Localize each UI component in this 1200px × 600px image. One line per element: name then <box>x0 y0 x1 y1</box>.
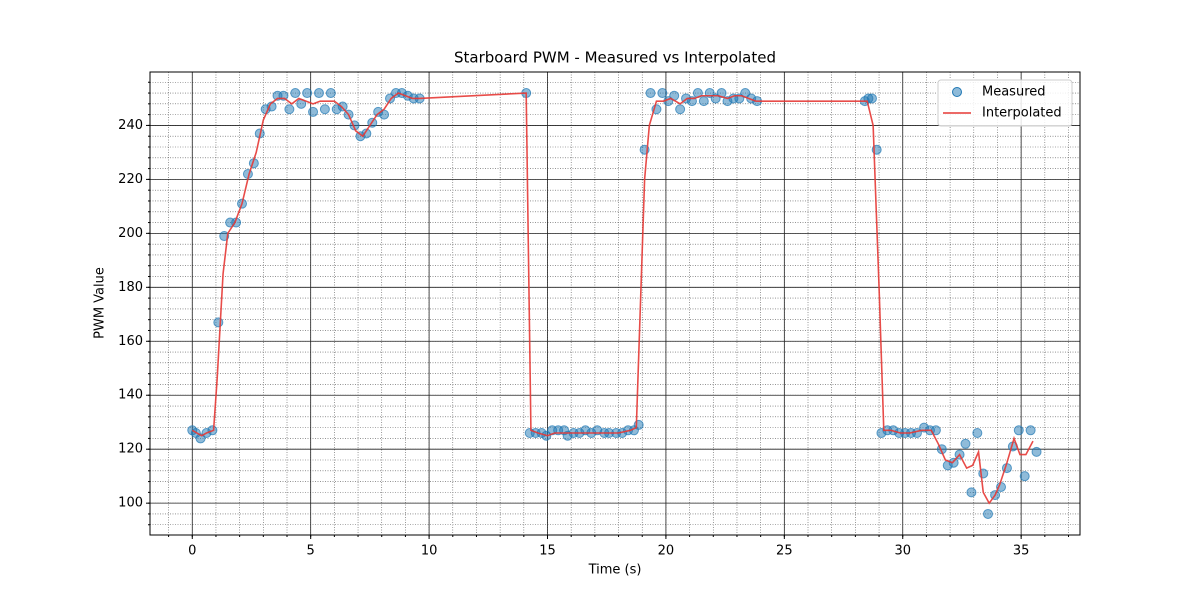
legend-marker <box>952 87 962 97</box>
x-tick-label: 25 <box>776 544 793 559</box>
x-axis-label: Time (s) <box>588 563 642 578</box>
data-point <box>319 104 330 115</box>
data-point <box>284 104 295 115</box>
data-point <box>325 88 336 99</box>
y-tick-label: 220 <box>118 172 143 187</box>
legend-label: Interpolated <box>982 106 1062 121</box>
y-tick-label: 160 <box>118 334 143 349</box>
plot-frame <box>149 71 1081 536</box>
y-tick-label: 120 <box>118 442 143 457</box>
x-tick-label: 30 <box>894 544 911 559</box>
legend-label: Measured <box>982 85 1046 100</box>
y-tick-label: 180 <box>118 280 143 295</box>
data-point <box>675 104 686 115</box>
y-tick-label: 240 <box>118 118 143 133</box>
chart-title: Starboard PWM - Measured vs Interpolated <box>454 49 776 67</box>
data-point <box>698 96 709 107</box>
data-point <box>866 93 877 104</box>
data-point <box>213 317 224 328</box>
data-point <box>1013 425 1024 436</box>
x-tick-label: 20 <box>658 544 675 559</box>
x-tick-label: 35 <box>1013 544 1030 559</box>
data-point <box>645 88 656 99</box>
legend-box <box>937 79 1073 127</box>
y-tick-label: 200 <box>118 226 143 241</box>
data-point <box>308 106 319 117</box>
data-point <box>948 457 959 468</box>
data-point <box>982 508 993 519</box>
y-axis-label: PWM Value <box>93 267 108 339</box>
data-point <box>1031 446 1042 457</box>
data-point <box>1025 425 1036 436</box>
data-point <box>657 88 668 99</box>
data-point <box>337 101 348 112</box>
x-tick-label: 15 <box>539 544 556 559</box>
data-point <box>302 88 313 99</box>
x-tick-label: 10 <box>421 544 438 559</box>
y-tick-label: 140 <box>118 388 143 403</box>
data-point <box>960 438 971 449</box>
data-point <box>966 487 977 498</box>
data-point <box>1019 471 1030 482</box>
data-point <box>313 88 324 99</box>
data-point <box>290 88 301 99</box>
y-tick-label: 100 <box>118 496 143 511</box>
x-tick-label: 0 <box>188 544 196 559</box>
data-point <box>361 128 372 139</box>
line <box>191 92 1034 505</box>
x-tick-label: 5 <box>307 544 315 559</box>
data-point <box>972 428 983 439</box>
